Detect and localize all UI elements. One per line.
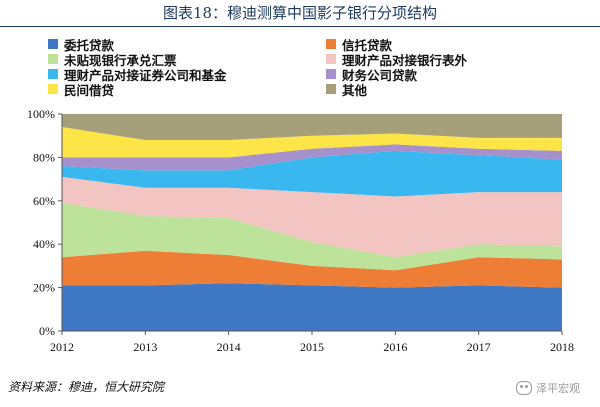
legend-label-5: 财务公司贷款 xyxy=(342,67,418,83)
legend-label-1: 信托贷款 xyxy=(342,37,393,53)
legend-swatch-2 xyxy=(48,54,58,64)
wechat-icon xyxy=(516,381,532,395)
y-tick-label-1: 20% xyxy=(33,281,55,295)
x-tick-label-5: 2017 xyxy=(467,340,491,354)
legend-swatch-3 xyxy=(326,54,336,64)
x-tick-label-3: 2015 xyxy=(300,340,324,354)
legend-swatch-4 xyxy=(48,69,58,79)
legend-swatch-1 xyxy=(326,39,336,49)
area-series-1 xyxy=(62,250,562,288)
watermark-text: 泽平宏观 xyxy=(536,382,580,395)
legend-item-3: 理财产品对接银行表外 xyxy=(326,51,468,68)
chart-area: 0% 20% 40% 60% 80% 100% 2012 2013 2014 2015 2016 20… xyxy=(0,100,600,368)
y-tick-label-5: 100% xyxy=(27,107,55,121)
area-series-2 xyxy=(62,202,562,271)
legend-swatch-5 xyxy=(326,69,336,79)
stacked-area-chart: 0% 20% 40% 60% 80% 100% 2012 2013 2014 2015 2016 20… xyxy=(27,107,574,354)
legend-label-6: 民间借贷 xyxy=(64,82,115,98)
y-tick-label-0: 0% xyxy=(39,324,55,338)
area-series-3 xyxy=(62,176,562,258)
legend-item-0: 委托贷款 xyxy=(48,36,115,53)
watermark: 泽平宏观 xyxy=(516,380,580,396)
legend-swatch-7 xyxy=(326,84,336,94)
y-tick-label-4: 80% xyxy=(33,150,55,164)
x-tick-label-6: 2018 xyxy=(550,340,574,354)
legend-label-2: 未贴现银行承兑汇票 xyxy=(64,52,177,68)
legend-item-6: 民间借贷 xyxy=(48,81,115,98)
chart-title: 图表18：穆迪测算中国影子银行分项结构 xyxy=(162,4,438,22)
x-tick-label-4: 2016 xyxy=(383,340,407,354)
x-tick-label-0: 2012 xyxy=(50,340,74,354)
legend-item-5: 财务公司贷款 xyxy=(326,66,418,83)
legend-item-7: 其他 xyxy=(326,81,368,98)
area-series-6 xyxy=(62,127,562,158)
area-series-4 xyxy=(62,150,562,197)
x-tick-label-2: 2014 xyxy=(217,340,241,354)
y-tick-label-2: 40% xyxy=(33,237,55,251)
legend-label-0: 委托贷款 xyxy=(64,37,115,53)
legend-swatch-6 xyxy=(48,84,58,94)
legend-item-2: 未贴现银行承兑汇票 xyxy=(48,51,177,68)
legend-label-4: 理财产品对接证券公司和基金 xyxy=(64,67,227,83)
legend-label-3: 理财产品对接银行表外 xyxy=(342,52,468,68)
area-series-7 xyxy=(62,114,562,141)
y-tick-label-3: 60% xyxy=(33,194,55,208)
legend-swatch-0 xyxy=(48,39,58,49)
source-note: 资料来源：穆迪，恒大研究院 xyxy=(8,380,165,394)
area-series-5 xyxy=(62,144,562,171)
legend-item-1: 信托贷款 xyxy=(326,36,393,53)
legend-item-4: 理财产品对接证券公司和基金 xyxy=(48,66,227,83)
x-tick-label-1: 2013 xyxy=(133,340,157,354)
area-series-0 xyxy=(62,283,562,331)
title-bar: 图表18：穆迪测算中国影子银行分项结构 xyxy=(0,0,600,27)
legend-label-7: 其他 xyxy=(342,82,368,98)
